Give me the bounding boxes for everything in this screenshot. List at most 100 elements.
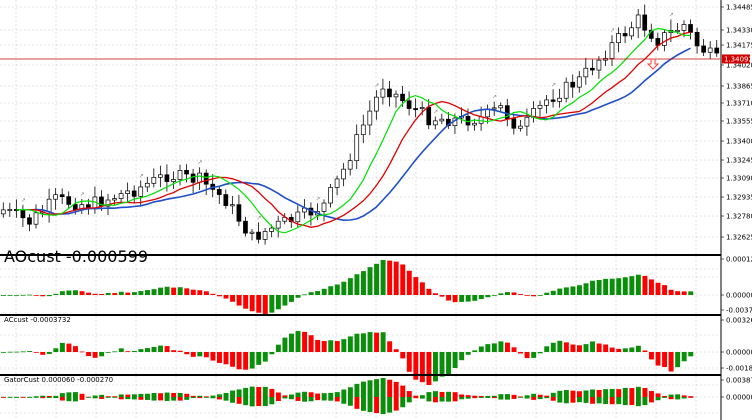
gator-upper-bar [583, 390, 589, 397]
histogram-bar [642, 350, 648, 352]
gator-upper-bar [118, 394, 124, 397]
histogram-bar [112, 351, 118, 353]
gator-lower-bar [413, 397, 419, 399]
gator-upper-bar [171, 392, 177, 397]
gator-lower-bar [563, 397, 569, 404]
ac-indicator-panel[interactable]: ACcust -0.0003732 [1, 316, 694, 385]
gator-lower-bar [46, 397, 52, 398]
histogram-bar [354, 274, 360, 295]
histogram-bar [478, 295, 484, 300]
gator-upper-bar [321, 393, 327, 397]
gator-upper-bar [544, 395, 550, 397]
histogram-bar [118, 291, 124, 295]
histogram-bar [197, 352, 203, 357]
candle [138, 180, 144, 207]
histogram-bar [361, 271, 366, 295]
gator-upper-bar [465, 395, 471, 397]
histogram-bar [145, 290, 150, 295]
histogram-bar [177, 287, 183, 295]
candle [216, 185, 222, 204]
gator-upper-bar [550, 392, 556, 397]
gator-lower-bar [86, 397, 92, 398]
histogram-bar [563, 342, 569, 352]
gator-lower-bar [419, 397, 425, 399]
price-tick-label: 1.33865 [726, 83, 752, 91]
histogram-bar [583, 283, 589, 295]
histogram-bar [210, 293, 216, 295]
price-panel[interactable]: ↗ ↗ ↗ ↗ ↗ ↗ ↗ ↗ ↗ ↗ ↗ ↗ [0, 4, 720, 245]
histogram-bar [59, 342, 65, 352]
gator-lower-bar [406, 397, 412, 403]
candle [642, 4, 648, 37]
gator-lower-bar [361, 397, 366, 411]
histogram-bar [79, 291, 85, 295]
histogram-bar [537, 295, 543, 296]
histogram-bar [210, 352, 216, 361]
candle [59, 188, 65, 205]
candle [413, 98, 418, 118]
candle [596, 56, 602, 79]
gator-lower-bar [570, 397, 576, 403]
histogram-bar [20, 294, 26, 296]
histogram-bar [14, 295, 20, 296]
ao-indicator-panel[interactable]: AOcust -0.000599 [1, 247, 694, 314]
fractal-marker: ↗ [551, 81, 556, 88]
price-tick-label: 1.33245 [726, 157, 752, 165]
price-tick-label: 1.32935 [726, 194, 752, 202]
gator-lower-bar [308, 397, 314, 402]
histogram-bar [99, 293, 105, 295]
histogram-bar [53, 348, 59, 352]
gator-lower-bar [131, 397, 137, 400]
histogram-bar [635, 274, 641, 295]
candle [347, 153, 353, 176]
histogram-bar [289, 333, 294, 352]
histogram-bar [688, 291, 694, 295]
gator-upper-bar [472, 395, 478, 397]
gator-histogram [1, 378, 694, 415]
histogram-bar [459, 295, 465, 302]
gator-lower-bar [446, 397, 452, 402]
histogram-bar [138, 349, 144, 352]
histogram-bar [367, 332, 373, 352]
candle [190, 168, 196, 193]
gator-lower-bar [33, 397, 39, 398]
gator-lower-bar [73, 397, 78, 402]
gator-lower-bar [452, 397, 458, 402]
gator-lower-bar [367, 397, 373, 413]
gator-lower-bar [400, 397, 406, 408]
gator-upper-bar [603, 389, 609, 397]
gator-upper-bar [406, 391, 412, 397]
fractal-marker: ↗ [80, 191, 85, 198]
gator-upper-bar [609, 388, 615, 397]
price-tick-label: 1.34020 [726, 62, 752, 70]
price-tick-label: 1.33400 [726, 138, 752, 146]
candle [622, 26, 628, 44]
histogram-bar [275, 344, 281, 352]
current-price-badge-bg [722, 54, 750, 64]
histogram-bar [616, 278, 622, 295]
gator-indicator-panel[interactable]: GatorCust 0.000060 -0.000270 [1, 376, 694, 415]
histogram-bar [688, 352, 694, 357]
candle [380, 78, 386, 105]
gator-upper-bar [289, 394, 294, 397]
candle [518, 120, 523, 132]
price-scale[interactable]: 1.34485 1.34330 1.34175 1.34020 1.33865 1.337… [720, 0, 752, 420]
histogram-bar [413, 352, 419, 380]
histogram-bar [125, 351, 131, 353]
ac-indicator-label: ACcust -0.0003732 [4, 316, 71, 324]
gator-lower-bar [472, 397, 478, 399]
histogram-bar [511, 292, 517, 295]
candle [557, 88, 562, 108]
gator-upper-bar [413, 395, 419, 397]
histogram-bar [328, 286, 334, 295]
candle [341, 163, 346, 187]
gator-lower-bar [328, 397, 334, 401]
histogram-bar [485, 295, 491, 298]
gator-upper-bar [505, 394, 510, 397]
candle [387, 80, 392, 107]
histogram-bar [380, 332, 386, 352]
histogram-bar [66, 343, 72, 352]
gator-upper-bar [563, 390, 569, 397]
price-scale-labels: 1.34485 1.34330 1.34175 1.34020 1.33865 1.337… [721, 4, 752, 242]
